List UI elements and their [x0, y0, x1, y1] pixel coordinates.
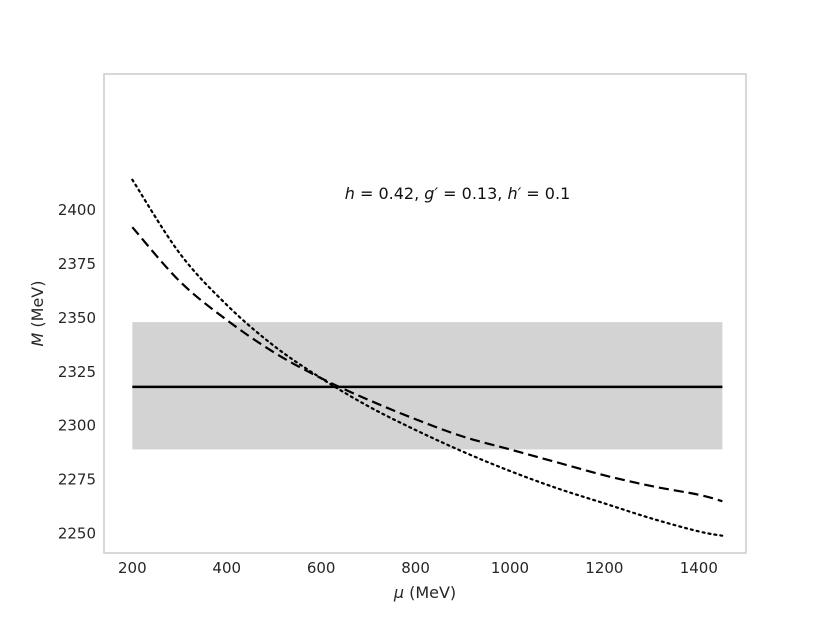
x-tick-label: 600 — [307, 559, 336, 577]
series-line-dotted — [131, 178, 724, 537]
y-tick-label: 2350 — [58, 309, 96, 327]
y-tick-label: 2375 — [58, 255, 96, 273]
y-tick-label: 2325 — [58, 363, 96, 381]
annotation-part: = 0.42, — [355, 184, 424, 203]
series-layer — [131, 178, 724, 537]
x-tick-label: 1400 — [680, 559, 718, 577]
x-tick-label: 1200 — [585, 559, 623, 577]
annotation-part: h — [345, 184, 355, 203]
y-axis-unit: (MeV) — [28, 281, 47, 333]
x-tick-labels: 200 400 600 800 1000 1200 1400 — [118, 559, 718, 577]
y-tick-label: 2275 — [58, 471, 96, 489]
y-axis-label: M (MeV) — [28, 281, 47, 347]
x-axis-symbol: μ — [393, 583, 404, 602]
y-tick-labels: 2250 2275 2300 2325 2350 2375 2400 — [58, 201, 96, 543]
y-axis-symbol: M — [28, 332, 47, 346]
series-line-dashed — [131, 226, 723, 503]
x-axis-unit: (MeV) — [404, 583, 456, 602]
parameter-annotation: h = 0.42, g′ = 0.13, h′ = 0.1 — [345, 184, 571, 203]
x-tick-label: 1000 — [491, 559, 529, 577]
x-tick-label: 800 — [401, 559, 430, 577]
annotation-part: = 0.1 — [521, 184, 570, 203]
annotation-part: g′ — [424, 184, 438, 203]
plot-frame — [103, 73, 747, 554]
y-tick-label: 2250 — [58, 525, 96, 543]
y-tick-label: 2300 — [58, 417, 96, 435]
plot-background — [104, 74, 746, 553]
x-axis-label: μ (MeV) — [393, 583, 456, 602]
x-tick-label: 200 — [118, 559, 147, 577]
x-tick-label: 400 — [212, 559, 241, 577]
annotation-part: = 0.13, — [438, 184, 507, 203]
annotation-part: h′ — [507, 184, 521, 203]
plot-area — [103, 73, 747, 554]
y-tick-label: 2400 — [58, 201, 96, 219]
